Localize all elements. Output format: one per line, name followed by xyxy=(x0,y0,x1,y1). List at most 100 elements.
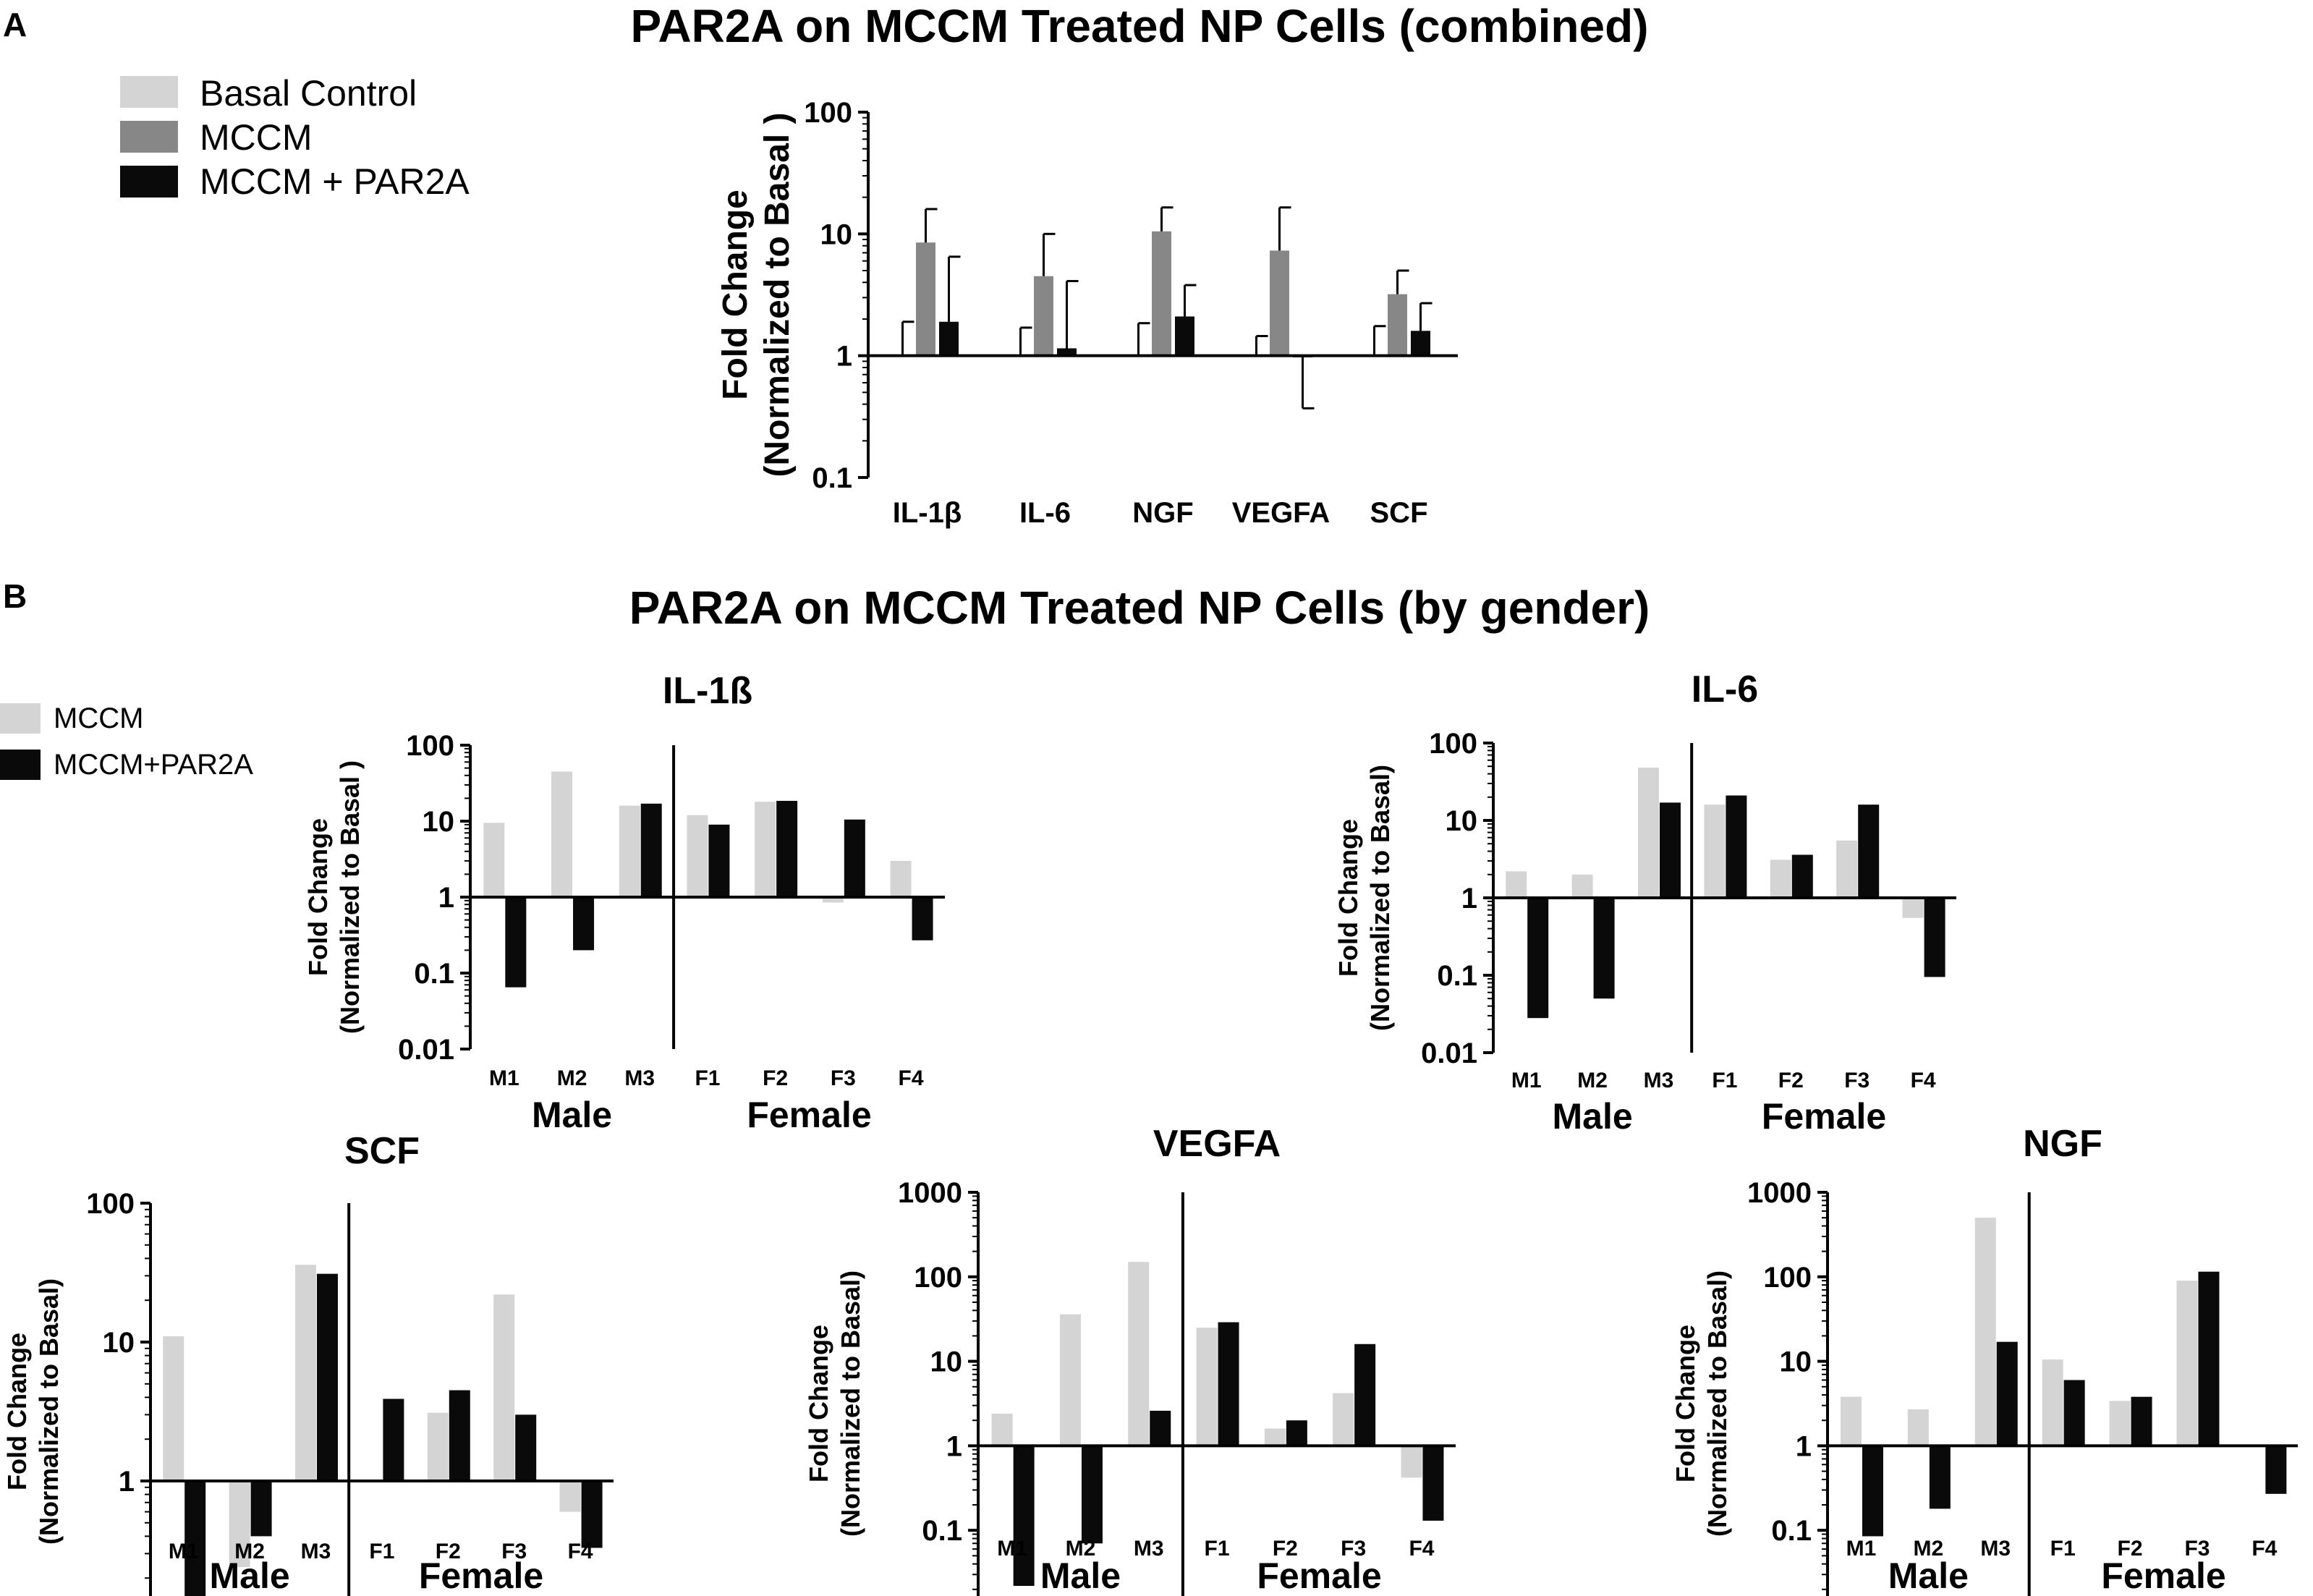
il1b-title: IL-1ß xyxy=(663,670,752,712)
vegfa-bar-F2-mccm xyxy=(1264,1428,1286,1446)
vegfa-bar-F4-mccmpar2a xyxy=(1422,1446,1444,1521)
il1b-bar-M2-mccmpar2a xyxy=(573,897,595,951)
vegfa-group-label-female: Female xyxy=(1257,1555,1381,1596)
combined-x-tick-label: NGF xyxy=(1132,497,1193,529)
scf-bar-F1-mccmpar2a xyxy=(383,1398,404,1481)
il6-bar-F4-mccm xyxy=(1902,898,1924,918)
panel-a-title: PAR2A on MCCM Treated NP Cells (combined… xyxy=(631,0,1649,52)
panel-b-letter: B xyxy=(3,577,27,615)
scf-x-tick-label: M2 xyxy=(234,1540,265,1563)
ngf-x-tick-label: M1 xyxy=(1846,1537,1877,1561)
combined-bar-IL1-mccmpar2a xyxy=(939,321,959,356)
il6-bar-M1-mccmpar2a xyxy=(1527,898,1549,1019)
il6-x-tick-label: M1 xyxy=(1511,1069,1542,1092)
vegfa-bar-M2-mccmpar2a xyxy=(1081,1446,1103,1544)
legend-label-b-mccm-par2a: MCCM+PAR2A xyxy=(54,749,253,781)
legend-swatch-mccm-par2a xyxy=(120,166,178,198)
il1b-bar-M2-mccm xyxy=(551,771,573,897)
scf-bar-F3-mccmpar2a xyxy=(515,1414,537,1481)
vegfa-bar-M1-mccm xyxy=(991,1413,1013,1446)
scf-bar-M1-mccm xyxy=(163,1336,184,1481)
il1b-bar-F2-mccm xyxy=(755,802,776,897)
chart-combined: Fold Change (Normalized to Basal ) 0.1 1 10 1… xyxy=(716,97,1458,529)
vegfa-x-tick-label: F4 xyxy=(1409,1537,1434,1561)
ngf-x-tick-label: M3 xyxy=(1980,1537,2011,1561)
il6-x-tick-label: F4 xyxy=(1911,1069,1936,1092)
il1b-y-axis-label: Fold Change(Normalized to Basal ) xyxy=(303,760,365,1034)
vegfa-bar-F2-mccmpar2a xyxy=(1286,1420,1307,1446)
il1b-bar-F3-mccm xyxy=(822,897,844,903)
il6-y-axis-label: Fold Change(Normalized to Basal) xyxy=(1333,765,1395,1031)
il1b-bar-M3-mccmpar2a xyxy=(640,803,662,897)
combined-bar-SCF-mccmpar2a xyxy=(1411,331,1430,356)
ngf-y-tick-label: 1000 xyxy=(1747,1177,1812,1209)
il6-bar-M1-mccm xyxy=(1506,871,1527,898)
il6-y-tick-label: 0.01 xyxy=(1421,1037,1477,1069)
ngf-bar-F1-mccmpar2a xyxy=(2063,1380,2085,1446)
panel-b-legend: MCCM MCCM+PAR2A xyxy=(0,703,253,781)
combined-bar-IL1-mccm xyxy=(916,242,935,356)
il1b-bar-M3-mccm xyxy=(619,805,640,897)
scf-bar-F4-mccmpar2a xyxy=(581,1481,603,1548)
vegfa-y-tick-label: 1 xyxy=(946,1430,962,1462)
il6-bar-F3-mccm xyxy=(1836,840,1858,898)
scf-x-tick-label: M1 xyxy=(169,1540,199,1563)
il6-bar-M2-mccmpar2a xyxy=(1593,898,1615,999)
il1b-bar-F4-mccm xyxy=(890,860,912,897)
combined-x-tick-label: VEGFA xyxy=(1232,497,1330,529)
vegfa-x-tick-label: F2 xyxy=(1273,1537,1298,1561)
ngf-y-tick-label: 1 xyxy=(1796,1430,1812,1462)
ngf-bar-M1-mccm xyxy=(1840,1396,1862,1446)
ngf-bar-M2-mccm xyxy=(1907,1409,1929,1446)
scf-group-label-male: Male xyxy=(210,1555,290,1596)
il6-group-label-female: Female xyxy=(1762,1096,1886,1137)
il6-x-tick-label: F1 xyxy=(1712,1069,1737,1092)
legend-swatch-b-mccm xyxy=(0,703,41,734)
scf-y-tick-label: 100 xyxy=(86,1188,135,1220)
scf-title: SCF xyxy=(344,1130,420,1172)
vegfa-x-tick-label: M2 xyxy=(1066,1537,1096,1561)
il1b-x-tick-label: F3 xyxy=(831,1066,856,1090)
ngf-y-axis-label: Fold Change(Normalized to Basal) xyxy=(1671,1270,1732,1537)
vegfa-x-tick-label: F3 xyxy=(1341,1537,1366,1561)
scf-bar-M3-mccmpar2a xyxy=(317,1273,338,1481)
panel-b-title: PAR2A on MCCM Treated NP Cells (by gende… xyxy=(629,582,1650,634)
il6-y-tick-label: 0.1 xyxy=(1437,960,1477,992)
scf-y-tick-label: 10 xyxy=(103,1327,135,1359)
il6-bar-F1-mccm xyxy=(1704,805,1726,898)
il6-bar-M3-mccm xyxy=(1638,768,1659,898)
legend-label-mccm-par2a: MCCM + PAR2A xyxy=(200,161,470,202)
scf-x-tick-label: M3 xyxy=(301,1540,331,1563)
scf-x-tick-label: F2 xyxy=(436,1540,461,1563)
vegfa-bar-F3-mccmpar2a xyxy=(1354,1344,1376,1446)
vegfa-bar-F3-mccm xyxy=(1333,1393,1354,1446)
chart-il6: IL-6 Fold Change(Normalized to Basal) 0.01… xyxy=(1333,668,1956,1137)
il6-bar-M2-mccm xyxy=(1571,874,1593,898)
vegfa-y-tick-label: 10 xyxy=(930,1346,963,1378)
il6-bar-F1-mccmpar2a xyxy=(1726,795,1747,898)
ngf-x-tick-label: F4 xyxy=(2252,1537,2277,1561)
scf-bar-F2-mccm xyxy=(427,1412,449,1481)
ngf-bar-F4-mccmpar2a xyxy=(2265,1446,2287,1494)
combined-x-tick-label: IL-6 xyxy=(1019,497,1071,529)
il1b-group-label-female: Female xyxy=(747,1095,871,1135)
ngf-bar-M3-mccmpar2a xyxy=(1996,1341,2018,1446)
ngf-x-tick-label: F2 xyxy=(2118,1537,2143,1561)
legend-label-basal: Basal Control xyxy=(200,73,417,114)
ngf-bar-M1-mccmpar2a xyxy=(1862,1446,1883,1537)
combined-bar-IL6-mccmpar2a xyxy=(1057,348,1077,356)
il6-x-tick-label: F2 xyxy=(1778,1069,1804,1092)
il1b-y-tick-label: 1 xyxy=(438,882,454,914)
combined-bar-NGF-mccmpar2a xyxy=(1175,316,1194,356)
vegfa-y-tick-label: 100 xyxy=(914,1262,962,1294)
ngf-x-tick-label: F3 xyxy=(2184,1537,2210,1561)
vegfa-bar-M2-mccm xyxy=(1059,1314,1081,1446)
vegfa-bar-F4-mccm xyxy=(1401,1446,1422,1478)
vegfa-y-tick-label: 0.1 xyxy=(922,1515,962,1547)
legend-swatch-mccm xyxy=(120,121,178,153)
vegfa-x-tick-label: F1 xyxy=(1205,1537,1230,1561)
legend-label-b-mccm: MCCM xyxy=(54,703,143,734)
